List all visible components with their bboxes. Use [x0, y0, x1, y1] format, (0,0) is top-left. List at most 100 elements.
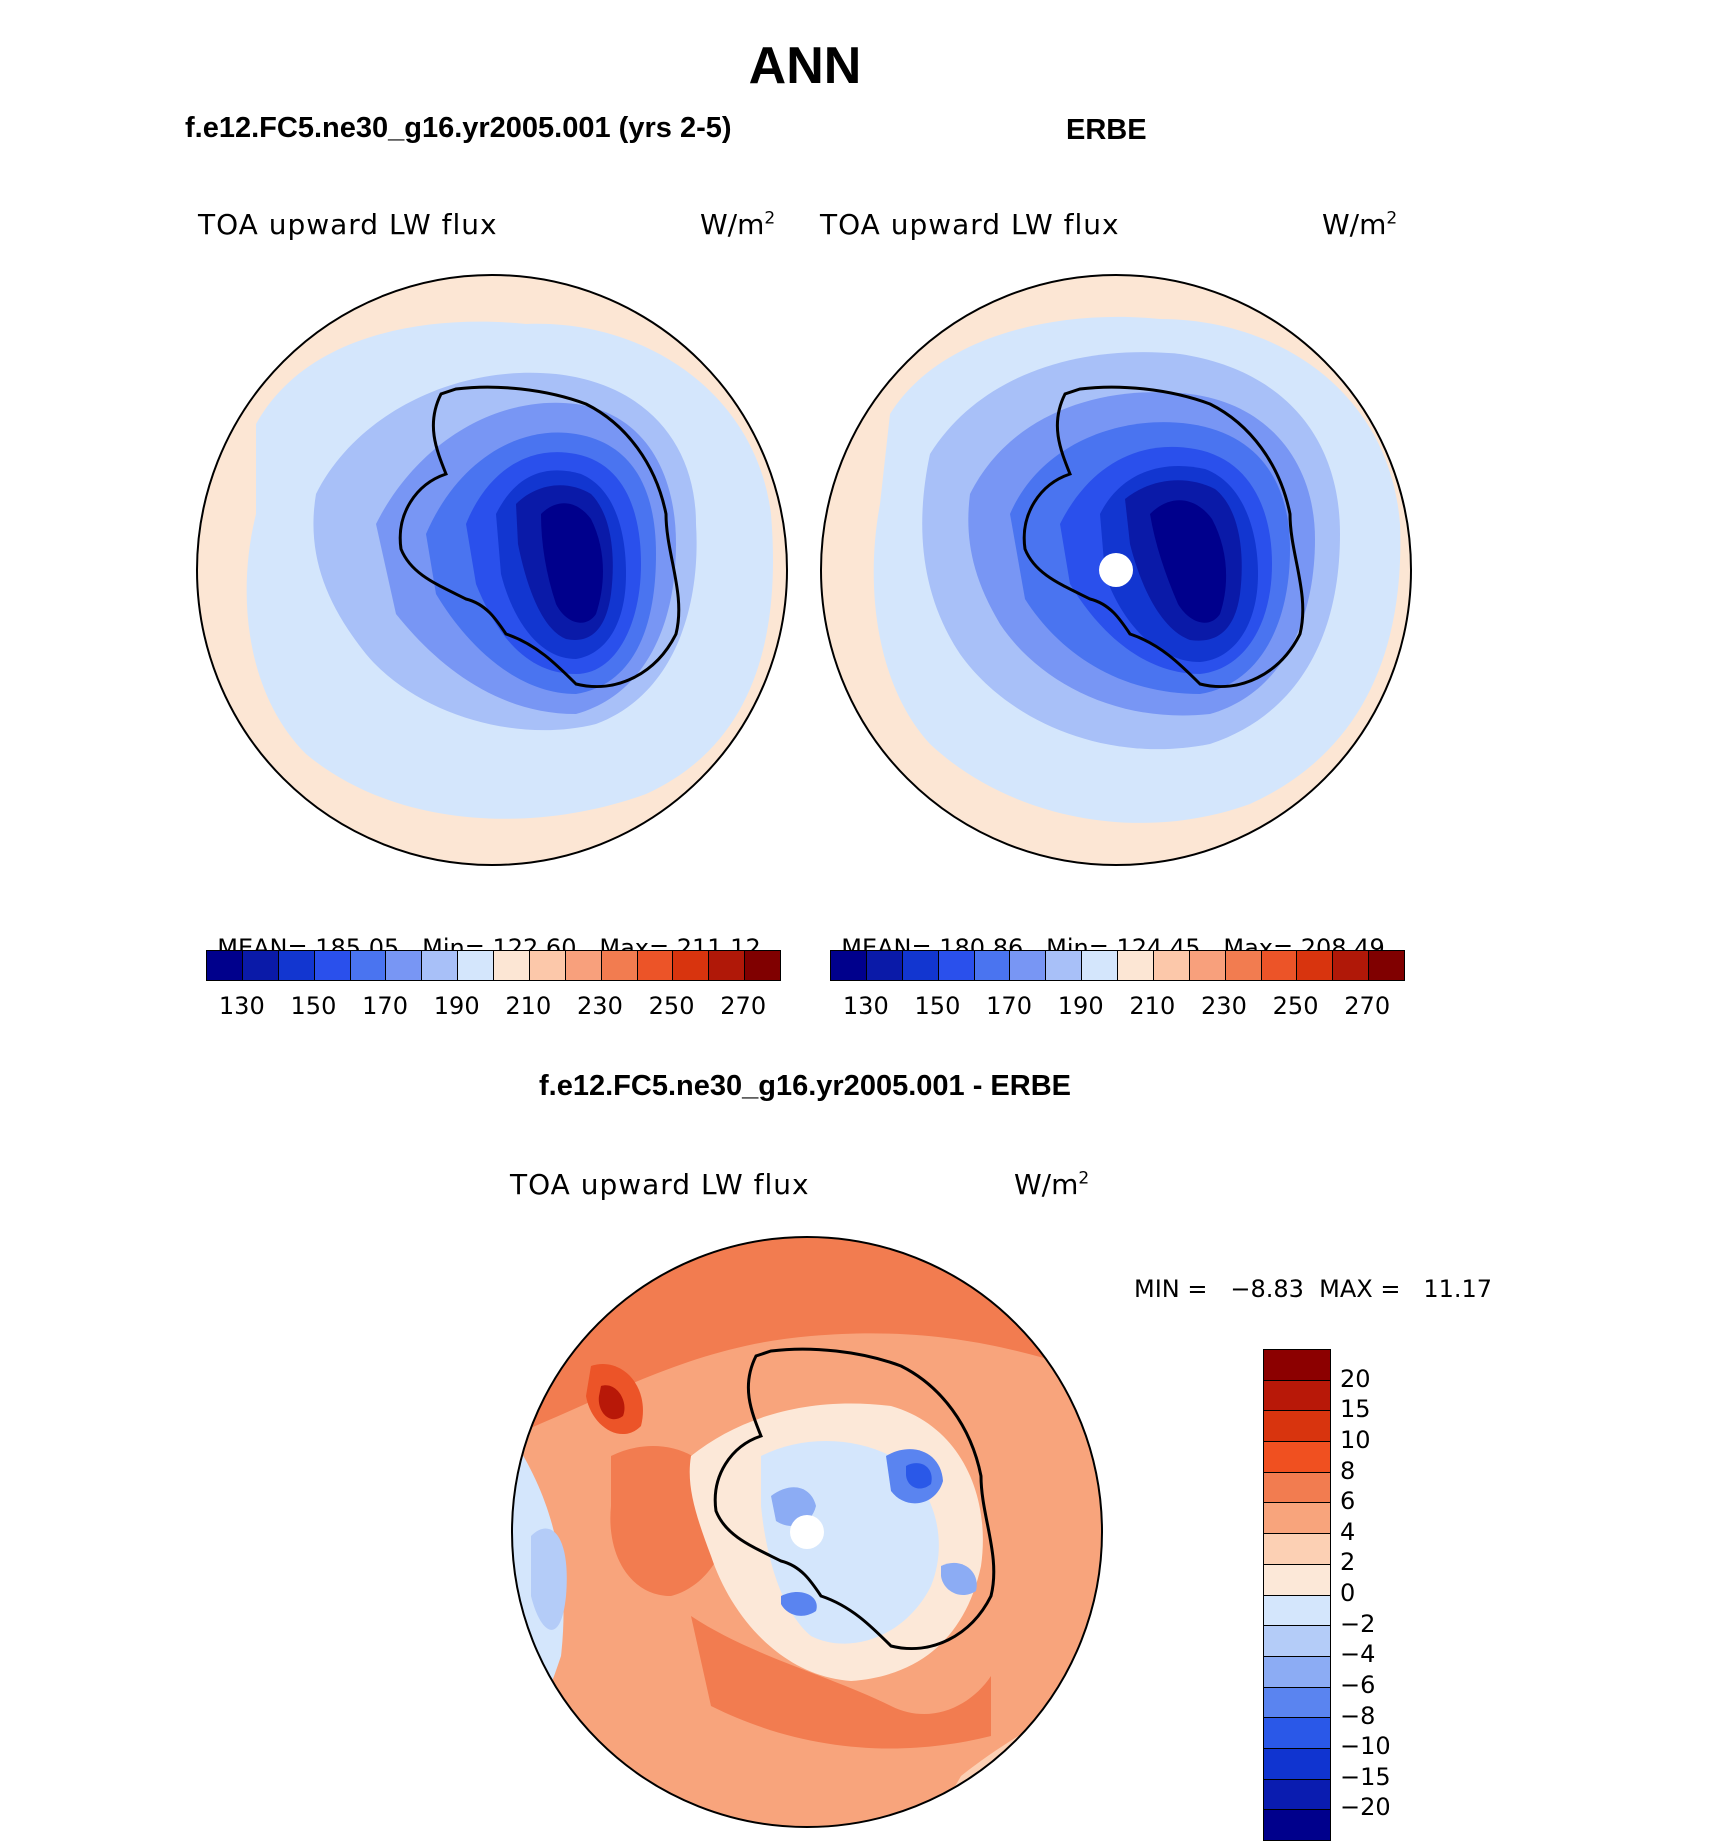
colorbar-swatch — [1264, 1411, 1330, 1443]
colorbar-swatch — [709, 951, 746, 980]
colorbar-swatch — [350, 951, 387, 980]
obs-units-sup: 2 — [1386, 208, 1398, 229]
colorbar-swatch — [1082, 951, 1118, 980]
colorbar-swatch — [1264, 1748, 1330, 1780]
colorbar-swatch — [422, 951, 459, 980]
obs-variable-label: TOA upward LW flux — [820, 208, 1120, 241]
model-units-label: W/m2 — [700, 208, 775, 241]
diff-units-sup: 2 — [1078, 1168, 1090, 1189]
colorbar-swatch — [902, 951, 939, 980]
colorbar-swatch — [1189, 951, 1226, 980]
colorbar-swatch — [938, 951, 975, 980]
colorbar-tick-label: 130 — [842, 992, 889, 1020]
colorbar-swatch — [745, 951, 780, 980]
diff-units-label: W/m2 — [1014, 1168, 1089, 1201]
colorbar-swatch — [278, 951, 315, 980]
colorbar-swatch — [637, 951, 674, 980]
colorbar-swatch — [974, 951, 1011, 980]
colorbar-tick-label: 230 — [1201, 992, 1247, 1020]
colorbar-tick-label: −4 — [1340, 1640, 1376, 1669]
colorbar-tick-label: 250 — [1272, 992, 1319, 1020]
colorbar-swatch — [1297, 951, 1334, 980]
colorbar-tick-label: 8 — [1340, 1456, 1356, 1485]
obs-units-label: W/m2 — [1322, 208, 1397, 241]
colorbar-tick-label: 2 — [1340, 1548, 1356, 1577]
model-variable-label: TOA upward LW flux — [198, 208, 498, 241]
colorbar-tick-label: −20 — [1340, 1793, 1391, 1822]
model-units-text: W/m — [700, 208, 765, 241]
colorbar-tick-label: 190 — [433, 992, 480, 1020]
colorbar-swatch — [1333, 951, 1370, 980]
colorbar-swatch — [386, 951, 423, 980]
colorbar-tick-label: 150 — [914, 992, 961, 1020]
colorbar-tick-label: 270 — [1344, 992, 1391, 1020]
colorbar-swatch — [1264, 1779, 1330, 1811]
model-units-sup: 2 — [764, 208, 776, 229]
diff-panel-title: f.e12.FC5.ne30_g16.yr2005.001 - ERBE — [539, 1070, 1071, 1102]
colorbar-tick-label: 20 — [1340, 1364, 1371, 1393]
colorbar-tick-label: −2 — [1340, 1609, 1376, 1638]
diff-minmax: MIN = −8.83 MAX = 11.17 — [1134, 1275, 1493, 1303]
colorbar-swatch — [1264, 1380, 1330, 1412]
colorbar-swatch — [458, 951, 494, 980]
colorbar-tick-label: 170 — [986, 992, 1032, 1020]
colorbar-swatch — [1153, 951, 1190, 980]
colorbar-swatch — [601, 951, 638, 980]
model-polar-map — [196, 274, 788, 866]
colorbar-swatch — [314, 951, 351, 980]
colorbar-tick-label: −15 — [1340, 1762, 1391, 1791]
colorbar-tick-label: 150 — [290, 992, 337, 1020]
colorbar-swatch — [1118, 951, 1154, 980]
obs-panel-title: ERBE — [1066, 114, 1147, 146]
colorbar-swatch — [1264, 1626, 1330, 1657]
obs-colorbar — [830, 950, 1405, 981]
colorbar-swatch — [1010, 951, 1047, 980]
colorbar-swatch — [1264, 1564, 1330, 1596]
colorbar-swatch — [242, 951, 279, 980]
colorbar-tick-label: −8 — [1340, 1701, 1376, 1730]
colorbar-swatch — [1264, 1503, 1330, 1535]
colorbar-tick-label: 190 — [1057, 992, 1104, 1020]
colorbar-swatch — [1261, 951, 1298, 980]
colorbar-swatch — [1264, 1472, 1330, 1504]
colorbar-swatch — [529, 951, 566, 980]
colorbar-swatch — [494, 951, 530, 980]
colorbar-swatch — [565, 951, 602, 980]
model-colorbar — [206, 950, 781, 981]
colorbar-swatch — [1264, 1718, 1330, 1749]
colorbar-swatch — [1264, 1595, 1330, 1627]
diff-units-text: W/m — [1014, 1168, 1079, 1201]
colorbar-swatch — [1264, 1350, 1330, 1381]
obs-units-text: W/m — [1322, 208, 1387, 241]
colorbar-swatch — [1225, 951, 1262, 980]
colorbar-swatch — [1369, 951, 1404, 980]
colorbar-swatch — [673, 951, 710, 980]
colorbar-tick-label: 130 — [218, 992, 265, 1020]
colorbar-tick-label: 230 — [577, 992, 623, 1020]
colorbar-swatch — [1264, 1534, 1330, 1565]
colorbar-swatch — [831, 951, 867, 980]
obs-polar-map — [820, 274, 1412, 866]
colorbar-tick-label: 10 — [1340, 1425, 1371, 1454]
model-panel-title: f.e12.FC5.ne30_g16.yr2005.001 (yrs 2-5) — [185, 112, 732, 144]
colorbar-tick-label: 210 — [505, 992, 552, 1020]
season-title: ANN — [748, 37, 862, 95]
colorbar-swatch — [1264, 1687, 1330, 1719]
colorbar-tick-label: 4 — [1340, 1517, 1356, 1546]
colorbar-tick-label: −10 — [1340, 1732, 1391, 1761]
diff-colorbar — [1263, 1349, 1331, 1841]
colorbar-swatch — [1046, 951, 1083, 980]
colorbar-tick-label: 270 — [720, 992, 767, 1020]
colorbar-tick-label: 6 — [1340, 1487, 1356, 1516]
colorbar-tick-label: 0 — [1340, 1579, 1356, 1607]
colorbar-tick-label: 170 — [362, 992, 408, 1020]
colorbar-tick-label: 15 — [1340, 1395, 1371, 1424]
diff-variable-label: TOA upward LW flux — [510, 1168, 810, 1201]
colorbar-swatch — [866, 951, 903, 980]
colorbar-swatch — [207, 951, 243, 980]
colorbar-swatch — [1264, 1810, 1330, 1840]
colorbar-tick-label: −6 — [1340, 1670, 1376, 1699]
colorbar-tick-label: 210 — [1129, 992, 1176, 1020]
colorbar-tick-label: 250 — [648, 992, 695, 1020]
colorbar-swatch — [1264, 1656, 1330, 1688]
